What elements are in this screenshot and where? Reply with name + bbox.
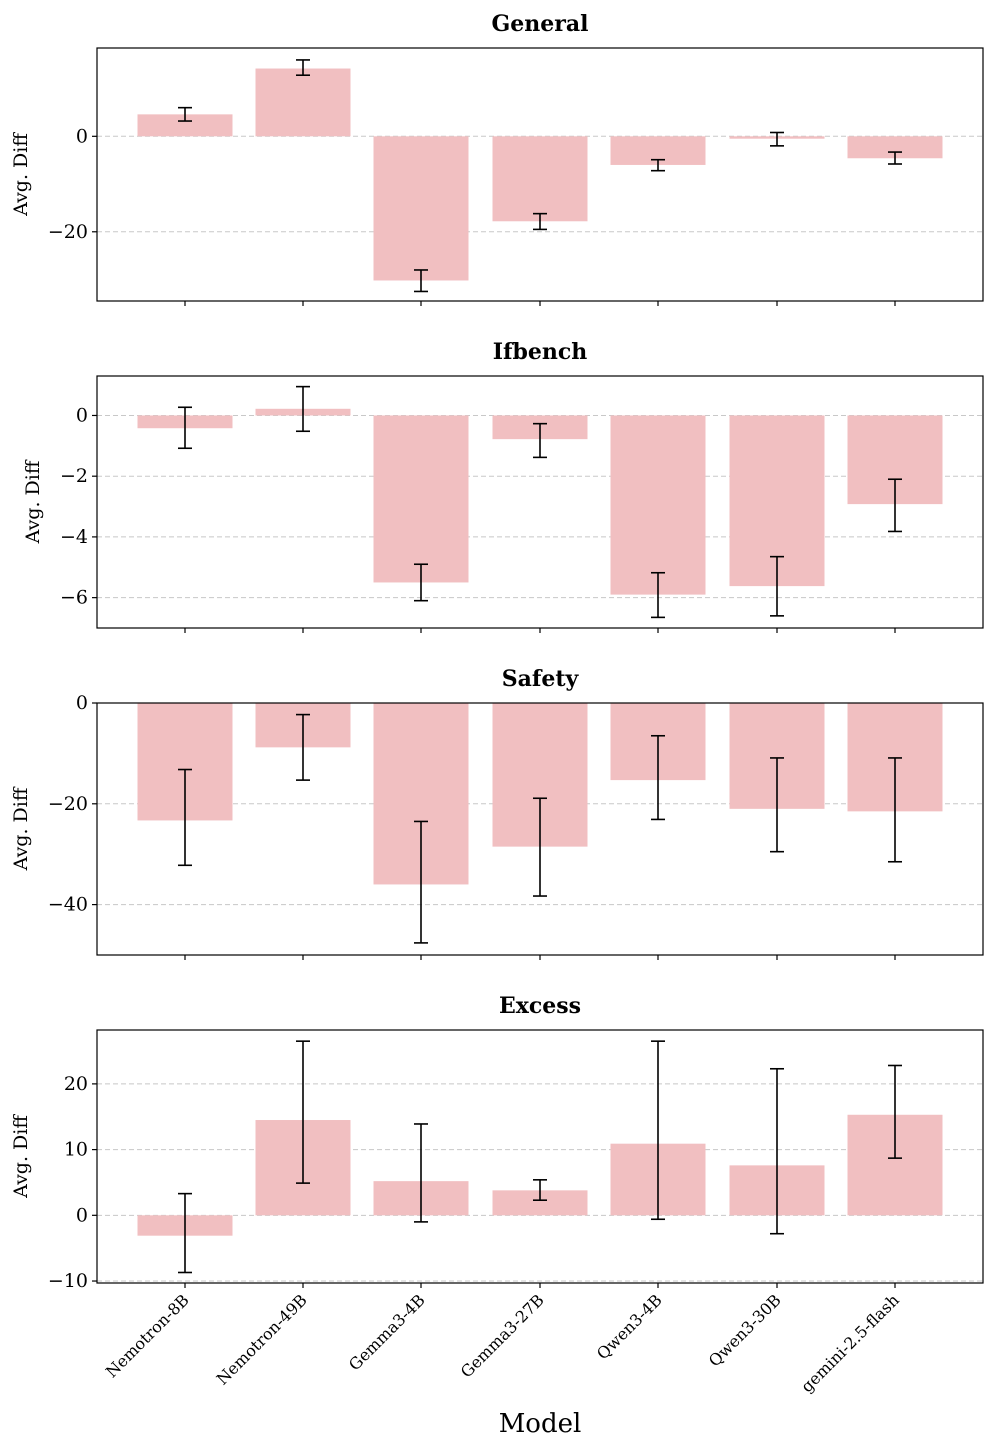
bar-gemma3-4b bbox=[373, 415, 469, 583]
panel-ifbench: 0 −2 −4 −6 Ifbench Avg. Diff bbox=[22, 339, 984, 633]
error-bar bbox=[414, 1123, 428, 1223]
y-tick-label: −20 bbox=[48, 221, 88, 243]
y-tick-label: −2 bbox=[60, 465, 88, 487]
bar-qwen3-4b bbox=[610, 415, 706, 595]
x-tick-label: Qwen3-4B bbox=[593, 1290, 666, 1363]
y-tick-label: 0 bbox=[76, 692, 88, 714]
error-bar bbox=[414, 563, 428, 602]
x-tick-label: gemini-2.5-flash bbox=[797, 1290, 903, 1396]
y-tick-label: −4 bbox=[60, 526, 88, 548]
error-bar bbox=[888, 1064, 902, 1159]
error-bar bbox=[770, 131, 784, 147]
error-bar bbox=[533, 422, 547, 459]
panel-safety: 0 −20 −40 Safety Avg. Diff bbox=[10, 666, 984, 960]
error-bar bbox=[888, 478, 902, 533]
error-bar bbox=[178, 406, 192, 450]
y-tick-label: −20 bbox=[48, 793, 88, 815]
y-tick-label: 0 bbox=[76, 1204, 88, 1226]
y-axis-label: Avg. Diff bbox=[10, 132, 32, 217]
error-bar bbox=[651, 734, 665, 821]
y-tick-label: −40 bbox=[48, 894, 88, 916]
x-tick-label: Gemma3-27B bbox=[457, 1290, 548, 1381]
error-bar bbox=[888, 757, 902, 863]
bar-gemma3-27b bbox=[492, 136, 588, 222]
bar-nemotron-8b bbox=[137, 114, 233, 137]
panel-title: Safety bbox=[502, 666, 580, 692]
y-tick-label: 0 bbox=[76, 125, 88, 147]
error-bar bbox=[178, 106, 192, 122]
error-bar bbox=[651, 571, 665, 619]
y-axis-label: Avg. Diff bbox=[22, 459, 44, 544]
error-bar bbox=[770, 757, 784, 853]
y-tick-label: −6 bbox=[60, 587, 88, 609]
error-bar bbox=[651, 1040, 665, 1221]
error-bar bbox=[651, 158, 665, 172]
y-tick-label: 0 bbox=[76, 404, 88, 426]
y-tick-label: −10 bbox=[48, 1270, 88, 1292]
error-bar bbox=[533, 797, 547, 897]
error-bar bbox=[296, 59, 310, 77]
error-bar bbox=[178, 1192, 192, 1274]
x-tick-label: Qwen3-30B bbox=[705, 1290, 785, 1370]
y-axis-label: Avg. Diff bbox=[10, 1114, 32, 1199]
y-tick-label: 20 bbox=[64, 1073, 88, 1095]
x-tick-label: Gemma3-4B bbox=[345, 1290, 429, 1374]
x-tick-label: Nemotron-49B bbox=[213, 1290, 311, 1388]
error-bar bbox=[296, 713, 310, 781]
panel-title: Excess bbox=[499, 993, 581, 1019]
x-tick-label: Nemotron-8B bbox=[102, 1290, 193, 1381]
error-bar bbox=[296, 385, 310, 433]
error-bar bbox=[414, 820, 428, 944]
error-bar bbox=[296, 1040, 310, 1184]
error-bar bbox=[414, 269, 428, 293]
error-bar bbox=[533, 212, 547, 231]
y-tick-label: 10 bbox=[64, 1139, 88, 1161]
y-axis-label: Avg. Diff bbox=[10, 786, 32, 871]
error-bar bbox=[770, 555, 784, 617]
panel-title: Ifbench bbox=[493, 339, 588, 365]
error-bar bbox=[178, 768, 192, 867]
panel-title: General bbox=[492, 11, 589, 37]
panel-excess: 20 10 0 −10 Excess Avg. Diff Nemotron-8B Nemotr… bbox=[10, 993, 984, 1396]
x-axis-label: Model bbox=[499, 1409, 582, 1439]
error-bar bbox=[888, 151, 902, 165]
error-bar bbox=[770, 1067, 784, 1235]
bar-nemotron-49b bbox=[255, 68, 351, 137]
panel-general: 0 −20 General Avg. Diff bbox=[10, 11, 984, 306]
bar-gemini-2.5-flash bbox=[847, 136, 943, 159]
error-bar bbox=[533, 1179, 547, 1201]
bar-gemma3-4b bbox=[373, 136, 469, 281]
